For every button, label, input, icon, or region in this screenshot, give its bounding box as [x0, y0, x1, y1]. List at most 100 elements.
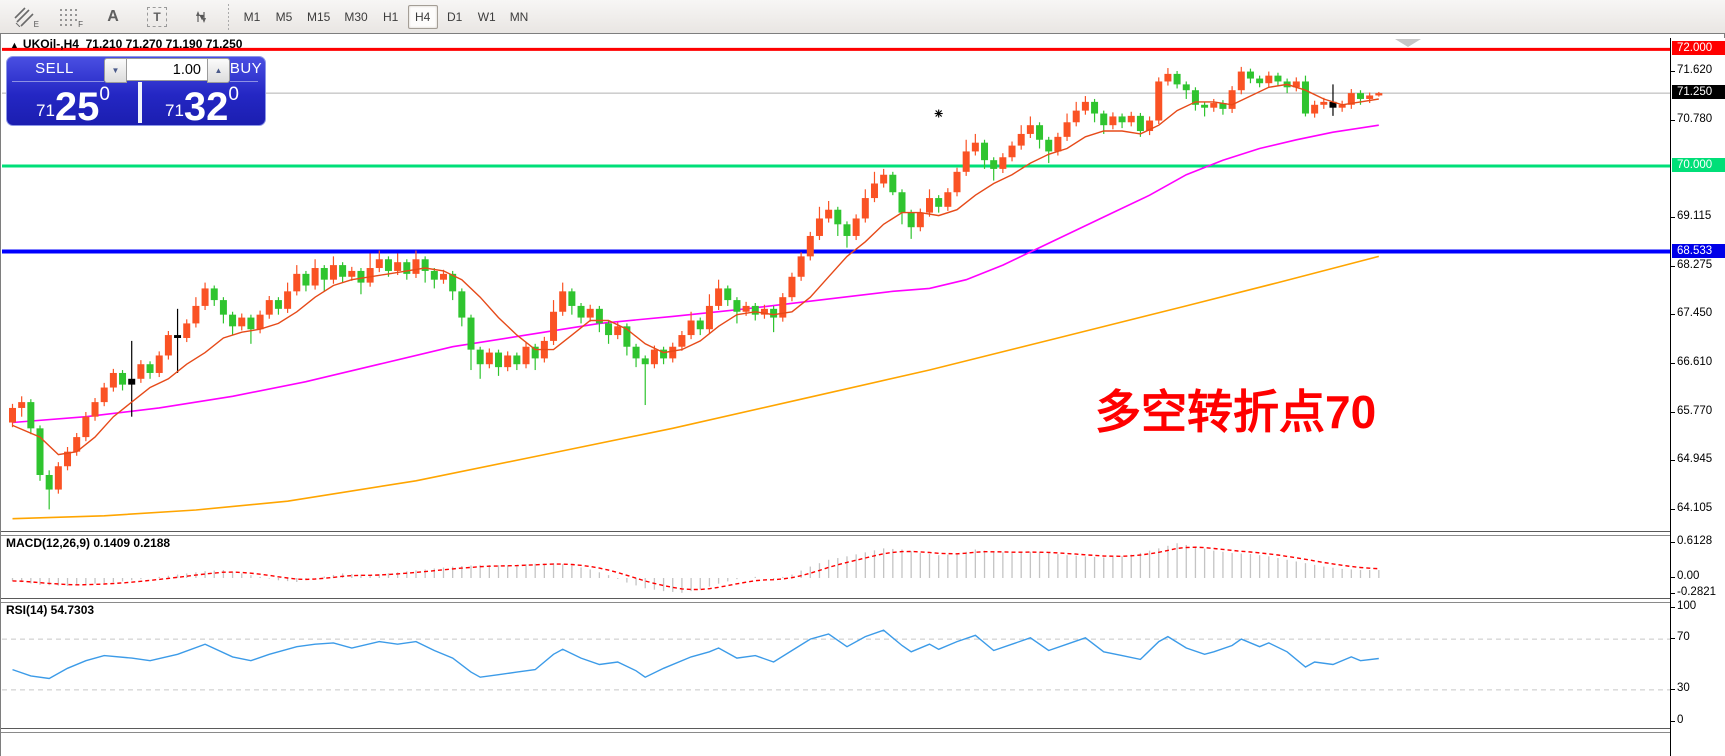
candle-body [660, 349, 668, 359]
candle-body [641, 358, 649, 365]
candle-body [981, 142, 989, 161]
rsi-tick-100: 100 [1671, 600, 1696, 612]
star-marker-icon[interactable] [935, 110, 943, 117]
sell-price-sup: 0 [99, 84, 110, 105]
candle-body [944, 192, 952, 207]
candle-body [1155, 81, 1163, 121]
axis-tick-mark [1671, 459, 1675, 461]
candle-body [1164, 73, 1172, 82]
candle-body [733, 300, 741, 312]
candle-body [1366, 95, 1374, 99]
axis-tick-mark [1671, 216, 1675, 218]
timeframe-button-mn[interactable]: MN [504, 5, 535, 29]
price-tick-72.000: 72.000 [1672, 41, 1725, 56]
candle-body [880, 174, 888, 184]
volume-control: ▼ ▲ [104, 58, 230, 83]
volume-input[interactable] [127, 58, 207, 81]
candle-body [687, 320, 695, 336]
panel-separator[interactable] [1, 531, 1724, 536]
timeframe-bar: M1 M5 M15 M30 H1 H4 D1 W1 MN [237, 4, 535, 29]
cycle-arrows-icon[interactable]: ▼ [186, 5, 216, 29]
candle-body [1173, 73, 1181, 85]
candle-body [825, 209, 833, 219]
buy-button[interactable]: BUY [229, 60, 263, 77]
text-box-icon[interactable]: T [142, 5, 172, 29]
candle-body [146, 364, 154, 373]
timeframe-button-w1[interactable]: W1 [472, 5, 502, 29]
main-chart[interactable]: 多空转折点70 [2, 38, 1670, 531]
candle-body [705, 305, 713, 330]
candle-body [100, 387, 108, 403]
sell-price[interactable]: 71 25 0 [8, 80, 138, 129]
candle-body [926, 198, 933, 213]
price-tick-68.275: 68.275 [1671, 259, 1712, 271]
candle-body [779, 297, 787, 318]
candle-body [412, 259, 420, 274]
candle-body [247, 317, 255, 330]
volume-decrease-button[interactable]: ▼ [104, 58, 127, 83]
candle-body [73, 437, 81, 452]
macd-panel[interactable]: MACD(12,26,9) 0.1409 0.2188 [2, 534, 1670, 598]
toolbar-separator [228, 3, 229, 30]
axis-tick-mark [1671, 70, 1675, 72]
candle-body [54, 466, 62, 490]
timeframe-button-h1[interactable]: H1 [376, 5, 406, 29]
axis-tick-mark [1671, 577, 1675, 578]
price-tick-67.450: 67.450 [1671, 307, 1712, 319]
candle-body [907, 212, 915, 228]
timeframe-button-d1[interactable]: D1 [440, 5, 470, 29]
candle-body [834, 209, 842, 225]
candle-body [439, 273, 447, 280]
axis-tick-mark [1671, 265, 1675, 267]
buy-price[interactable]: 71 32 0 [142, 80, 262, 127]
candle-body [971, 142, 979, 152]
candle-body [293, 273, 301, 292]
candle-body [375, 259, 383, 269]
panel-separator[interactable] [1, 598, 1724, 603]
rsi-panel[interactable]: RSI(14) 54.7303 [2, 601, 1670, 728]
candle-body [1320, 101, 1328, 105]
candle-body [238, 317, 246, 327]
timeframe-button-m30[interactable]: M30 [338, 5, 373, 29]
rsi-label: RSI(14) 54.7303 [6, 603, 94, 617]
candle-body [348, 270, 356, 277]
candle-body [1072, 110, 1080, 123]
candle-body [568, 291, 576, 306]
candle-body [751, 305, 759, 315]
fibo-grid-icon[interactable]: F [54, 5, 84, 29]
candle-body [1136, 115, 1144, 132]
sell-price-main: 25 [54, 85, 100, 129]
candle-body [678, 335, 686, 347]
candle-body [1301, 81, 1309, 114]
sell-button[interactable]: SELL [35, 60, 74, 77]
candle-body [586, 308, 594, 318]
symbol-triangle-icon: ▲ [10, 40, 19, 50]
annotation-text[interactable]: 多空转折点70 [1095, 386, 1376, 438]
candle-body [1246, 71, 1254, 79]
text-label-icon[interactable]: A [107, 7, 119, 25]
draw-lines-icon[interactable]: E [10, 5, 40, 29]
candle-body [320, 268, 328, 280]
candle-body [18, 402, 26, 408]
toolbar: E F A T ▼ M1 M5 M15 M30 H1 H4 D1 W1 MN [0, 0, 1725, 34]
timeframe-button-m5[interactable]: M5 [269, 5, 299, 29]
candle-body [394, 262, 402, 271]
candle-body [797, 256, 805, 277]
candle-body [274, 300, 282, 309]
candle-body [696, 320, 704, 330]
candle-body [210, 288, 218, 301]
volume-increase-button[interactable]: ▲ [207, 58, 230, 83]
price-axis[interactable]: 72.000 71.620 71.250 70.780 70.000 69.115 68.5… [1670, 38, 1725, 756]
candle-body [302, 273, 310, 286]
candle-body [1265, 75, 1273, 84]
candle-body [467, 317, 475, 350]
candle-body [632, 346, 640, 359]
candle-body [495, 352, 503, 368]
candle-body [357, 270, 365, 283]
timeframe-button-h4[interactable]: H4 [407, 4, 438, 29]
candle-body [109, 372, 117, 388]
timeframe-button-m1[interactable]: M1 [237, 5, 267, 29]
rsi-tick-70: 70 [1671, 631, 1690, 643]
timeframe-button-m15[interactable]: M15 [301, 5, 336, 29]
